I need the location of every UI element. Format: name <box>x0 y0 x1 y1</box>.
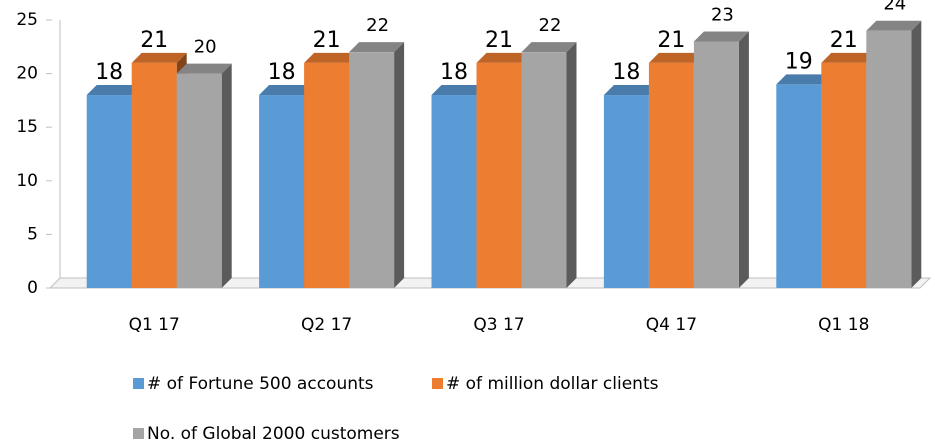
value-label: 20 <box>194 37 217 58</box>
bar-side <box>566 42 577 288</box>
value-label: 22 <box>539 15 562 36</box>
bar-side <box>221 63 232 288</box>
bar-top <box>603 85 659 96</box>
bar <box>821 62 867 288</box>
bar-top <box>521 42 577 53</box>
bar <box>776 84 822 288</box>
value-label: 21 <box>313 28 341 53</box>
bar-top <box>693 31 749 42</box>
y-tick-label: 25 <box>16 10 38 30</box>
x-tick-label: Q1 18 <box>818 315 869 335</box>
bar <box>431 95 477 288</box>
legend-label: # of million dollar clients <box>446 374 659 394</box>
bar <box>176 73 222 288</box>
bar-top <box>131 52 187 63</box>
value-label: 19 <box>785 49 813 74</box>
bar-top <box>259 85 315 96</box>
bar-top <box>176 63 232 74</box>
value-label: 24 <box>883 0 906 15</box>
bar <box>259 95 305 288</box>
value-label: 21 <box>830 28 858 53</box>
value-label: 18 <box>268 60 296 85</box>
bar <box>86 95 132 288</box>
x-tick-label: Q1 17 <box>129 315 180 335</box>
bar-top <box>821 52 877 63</box>
bar-top <box>776 74 832 85</box>
x-tick-label: Q3 17 <box>473 315 524 335</box>
back-wall <box>59 20 78 279</box>
legend-swatch <box>133 378 144 389</box>
bar-side <box>738 31 749 288</box>
value-label: 23 <box>711 4 734 25</box>
bar <box>648 62 694 288</box>
bar-top <box>476 52 532 63</box>
value-label: 18 <box>440 60 468 85</box>
bar <box>131 62 177 288</box>
y-tick-label: 15 <box>16 117 38 137</box>
bar-top <box>349 42 405 53</box>
bar-top <box>866 20 922 31</box>
value-label: 21 <box>657 28 685 53</box>
y-tick-label: 10 <box>16 171 38 191</box>
bar-side <box>911 20 922 288</box>
x-tick-label: Q4 17 <box>646 315 697 335</box>
value-label: 21 <box>140 28 168 53</box>
bar <box>476 62 522 288</box>
bar <box>349 52 395 288</box>
bar <box>521 52 567 288</box>
legend-label: # of Fortune 500 accounts <box>147 374 374 394</box>
bar-top <box>304 52 360 63</box>
value-label: 22 <box>366 15 389 36</box>
y-tick-label: 0 <box>27 278 38 298</box>
y-tick-label: 5 <box>27 224 38 244</box>
x-tick-label: Q2 17 <box>301 315 352 335</box>
value-label: 21 <box>485 28 513 53</box>
bar-top <box>648 52 704 63</box>
bar <box>866 30 912 288</box>
value-label: 18 <box>95 60 123 85</box>
legend-swatch <box>133 428 144 439</box>
bar <box>693 41 739 288</box>
y-tick-label: 20 <box>16 64 38 84</box>
bar-side <box>394 42 405 288</box>
bar <box>304 62 350 288</box>
bar-top <box>86 85 142 96</box>
legend-swatch <box>432 378 443 389</box>
bar-top <box>431 85 487 96</box>
legend-label: No. of Global 2000 customers <box>147 424 400 444</box>
bar <box>603 95 649 288</box>
value-label: 18 <box>612 60 640 85</box>
